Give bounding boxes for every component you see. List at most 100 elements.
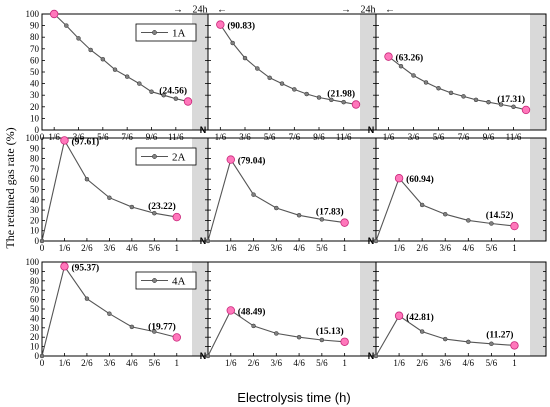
y-tick-label: 30 <box>30 323 40 333</box>
y-tick-label: 30 <box>30 90 40 100</box>
y-tick-label: 0 <box>35 236 40 246</box>
data-point <box>296 213 302 218</box>
x-tick-label: 3/6 <box>439 358 451 368</box>
peak-value-label: (95.37) <box>71 262 99 273</box>
data-point <box>107 195 112 200</box>
x-tick-label: 1/6 <box>59 358 71 368</box>
data-point <box>466 339 471 345</box>
panel-4A-2: 1/6 2/6 3/6 4/6 5/6 1 N (48.49) (15.13) <box>200 261 377 368</box>
x-tick-label: 9/6 <box>313 132 325 142</box>
y-tick-label: 40 <box>30 195 40 205</box>
data-point <box>84 296 90 301</box>
y-tick-label: 100 <box>26 9 40 19</box>
x-tick-label: 5/6 <box>316 358 328 368</box>
y-tick-label: 60 <box>30 295 40 305</box>
axis-break-marker: N <box>368 351 375 361</box>
legend-marker <box>152 154 157 159</box>
x-tick-label: 9/6 <box>146 132 158 142</box>
data-point <box>76 36 81 41</box>
end-value-label: (21.98) <box>327 89 355 100</box>
peak-value-label: (90.83) <box>227 21 255 32</box>
axis-break-marker: N <box>368 236 375 246</box>
x-tick-label: 1 <box>512 243 517 253</box>
panel-frame <box>375 261 547 357</box>
arrow-left-icon: ← <box>385 5 395 16</box>
y-tick-label: 20 <box>30 332 40 342</box>
y-tick-label: 60 <box>30 174 40 184</box>
data-point <box>423 80 429 85</box>
y-tick-label: 100 <box>26 257 40 267</box>
highlight-point <box>60 136 69 145</box>
peak-value-label: (48.49) <box>238 306 266 317</box>
y-tick-label: 10 <box>30 342 40 352</box>
panel-frame <box>375 137 547 242</box>
data-point <box>316 95 322 100</box>
data-point <box>152 329 157 334</box>
data-point <box>498 102 504 107</box>
x-tick-label: 4/6 <box>463 358 475 368</box>
x-tick-label: 1/6 <box>393 243 405 253</box>
highlight-point <box>172 333 181 342</box>
x-tick-label: 3/6 <box>271 243 283 253</box>
x-tick-label: 3/6 <box>271 358 283 368</box>
shaded-strip <box>360 14 376 130</box>
data-point <box>39 353 45 359</box>
end-value-label: (14.52) <box>486 210 514 221</box>
x-tick-label: 1/6 <box>215 132 227 142</box>
data-point <box>486 99 491 105</box>
legend-label: 4A <box>172 276 186 288</box>
y-tick-label: 90 <box>30 266 40 276</box>
data-point <box>242 55 248 61</box>
x-tick-label: 5/6 <box>316 243 328 253</box>
data-point <box>64 23 69 28</box>
x-tick-label: 1/6 <box>225 243 237 253</box>
x-tick-label: 3/6 <box>104 243 116 253</box>
x-tick-label: 4/6 <box>293 358 305 368</box>
y-tick-label: 90 <box>30 21 40 31</box>
break-header-1: → 24h ← <box>173 5 227 16</box>
data-point <box>373 238 379 244</box>
data-point <box>466 218 471 223</box>
y-tick-label: 70 <box>30 164 40 174</box>
highlight-point <box>172 212 181 222</box>
arrow-right-icon: → <box>341 5 351 16</box>
data-point <box>442 211 448 217</box>
data-point <box>489 341 494 347</box>
x-tick-label: 9/6 <box>483 132 495 142</box>
x-axis-label: Electrolysis time (h) <box>237 390 350 405</box>
data-point <box>511 104 516 110</box>
y-tick-label: 50 <box>30 304 40 314</box>
end-value-label: (19.77) <box>148 321 176 332</box>
panel-2A-3: 1/6 2/6 3/6 4/6 5/6 1 N (60.94) (14.52) <box>368 137 547 253</box>
data-point <box>149 89 154 94</box>
data-point <box>319 217 325 222</box>
data-point <box>100 56 106 62</box>
data-point <box>205 353 211 359</box>
x-tick-label: 0 <box>40 132 45 142</box>
y-axis-label: The retained gas rate (%) <box>3 127 17 248</box>
x-tick-label: 1 <box>175 358 180 368</box>
highlight-point <box>60 262 69 271</box>
legend-marker <box>152 30 157 35</box>
data-point <box>292 87 297 92</box>
break-header-2: → 24h ← <box>341 5 395 16</box>
peak-value-label: (97.61) <box>71 136 99 147</box>
highlight-point <box>340 337 349 346</box>
x-tick-label: 11/6 <box>336 132 352 142</box>
data-point <box>39 238 45 244</box>
x-tick-label: 4/6 <box>126 358 138 368</box>
data-point <box>304 91 309 97</box>
y-tick-label: 50 <box>30 67 40 77</box>
data-point <box>255 66 260 71</box>
data-point <box>442 336 448 342</box>
x-tick-label: 1/6 <box>48 132 60 142</box>
x-tick-label: 0 <box>40 358 45 368</box>
x-tick-label: 2/6 <box>81 358 93 368</box>
shaded-strip <box>360 262 376 356</box>
y-tick-label: 50 <box>30 185 40 195</box>
end-value-label: (11.27) <box>486 329 513 340</box>
y-tick-label: 80 <box>30 276 40 286</box>
series-line <box>375 177 515 242</box>
shaded-strip <box>530 138 546 241</box>
